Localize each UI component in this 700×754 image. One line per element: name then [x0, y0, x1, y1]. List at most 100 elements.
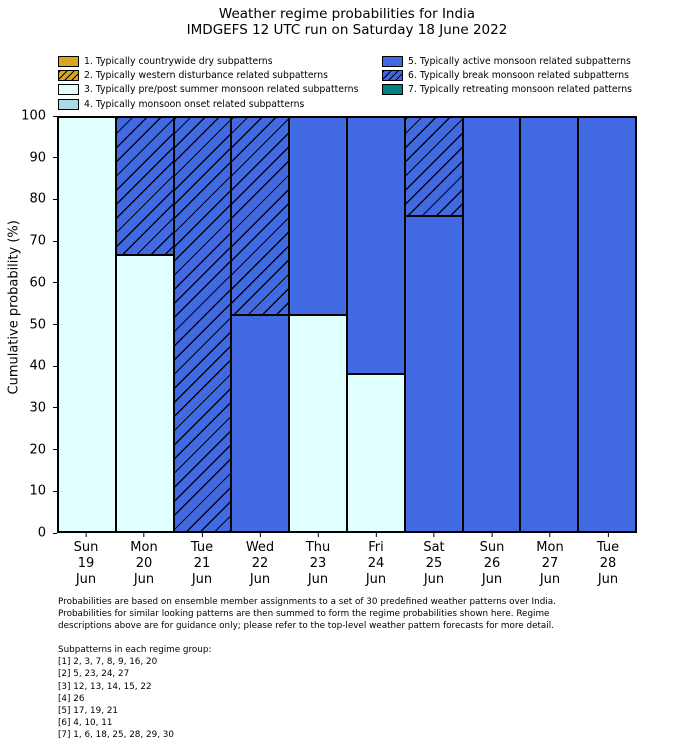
x-tick: Tue 28 Jun	[597, 533, 619, 588]
legend-swatch	[58, 98, 79, 110]
bar-segment-regime-5	[578, 117, 636, 532]
legend-item: 5. Typically active monsoon related subp…	[382, 54, 632, 68]
x-tick: Thu 23 Jun	[306, 533, 330, 588]
y-tick-label: 60	[29, 275, 46, 291]
x-tick: Fri 24 Jun	[366, 533, 386, 588]
legend-item: 3. Typically pre/post summer monsoon rel…	[58, 83, 358, 97]
x-axis-ticks: Sun 19 Jun Mon 20 Jun Tue 21 Jun Wed 22 Jun Thu 23 Jun…	[57, 533, 637, 593]
x-tick: Sat 25 Jun	[423, 533, 445, 588]
bar-segment-regime-5	[404, 215, 463, 532]
x-tick-label: Sun 26 Jun	[479, 540, 505, 587]
y-tick-mark	[53, 157, 57, 159]
legend-swatch	[382, 69, 403, 81]
bar-tue-21	[173, 117, 232, 532]
legend-column-right: 5. Typically active monsoon related subp…	[382, 54, 632, 97]
x-tick-mark	[549, 533, 551, 537]
y-tick-mark	[53, 407, 57, 409]
footnote-line: Probabilities are based on ensemble memb…	[58, 597, 556, 607]
legend-column-left: 1. Typically countrywide dry subpatterns…	[58, 54, 358, 111]
x-tick-label: Tue 21 Jun	[190, 540, 214, 587]
bar-sun-26	[462, 117, 521, 532]
x-tick-mark	[491, 533, 493, 537]
chart-title-line2: IMDGEFS 12 UTC run on Saturday 18 June 2…	[186, 22, 508, 38]
bar-segment-regime-5	[462, 117, 521, 532]
x-tick-label: Thu 23 Jun	[305, 540, 331, 587]
legend-label: 7. Typically retreating monsoon related …	[408, 84, 633, 96]
bar-tue-28	[578, 117, 636, 532]
legend-label: 2. Typically western disturbance related…	[84, 69, 328, 81]
footnote: Probabilities are based on ensemble memb…	[58, 596, 658, 632]
bar-sun-19	[58, 117, 116, 532]
y-tick-label: 0	[37, 525, 46, 541]
x-tick-label: Sun 19 Jun	[73, 540, 99, 587]
bar-segment-regime-3	[346, 373, 405, 532]
footnote-line: descriptions above are for guidance only…	[58, 621, 555, 631]
subpattern-group-line: [3] 12, 13, 14, 15, 22	[58, 681, 152, 692]
y-tick-label: 10	[29, 483, 46, 499]
y-tick-label: 30	[29, 400, 46, 416]
x-tick-mark	[375, 533, 377, 537]
footnote-line: Probabilities for similar looking patter…	[58, 609, 550, 619]
bar-segment-regime-3	[115, 255, 174, 532]
bar-mon-27	[520, 117, 579, 532]
y-tick-mark	[53, 365, 57, 367]
bar-segment-regime-6	[231, 117, 290, 315]
x-tick-label: Mon 20 Jun	[130, 540, 158, 587]
chart-title-line1: Weather regime probabilities for India	[218, 6, 476, 22]
y-tick-mark	[53, 324, 57, 325]
bar-segment-regime-6	[173, 117, 232, 532]
bar-segment-regime-6	[115, 117, 174, 256]
bar-sat-25	[404, 117, 463, 532]
y-tick-mark	[53, 532, 57, 534]
x-tick-mark	[259, 533, 261, 537]
y-tick-mark	[53, 240, 57, 242]
legend-swatch	[58, 55, 79, 67]
bar-thu-23	[289, 117, 347, 532]
subpatterns-block: Subpatterns in each regime group: [1] 2,…	[58, 644, 458, 742]
subpattern-group-line: [5] 17, 19, 21	[58, 706, 119, 717]
legend-item: 7. Typically retreating monsoon related …	[382, 83, 632, 97]
bar-segment-regime-5	[520, 117, 579, 532]
x-tick-label: Wed 22 Jun	[245, 540, 275, 587]
y-tick-mark	[53, 449, 57, 451]
x-tick-mark	[85, 533, 87, 537]
legend-item: 6. Typically break monsoon related subpa…	[382, 68, 632, 82]
chart-title: Weather regime probabilities for India I…	[57, 6, 637, 38]
legend-label: 4. Typically monsoon onset related subpa…	[84, 98, 305, 110]
bar-segment-regime-5	[231, 314, 290, 532]
bar-wed-22	[231, 117, 290, 532]
y-tick-label: 40	[29, 358, 46, 374]
y-axis-ticks: 0 10 20 30 40 50 60 70 80 90 100	[0, 109, 57, 541]
legend-label: 5. Typically active monsoon related subp…	[408, 55, 631, 67]
legend-item: 4. Typically monsoon onset related subpa…	[58, 97, 358, 111]
subpatterns-list: [1] 2, 3, 7, 8, 9, 16, 20 [2] 5, 23, 24, …	[58, 656, 458, 741]
bar-segment-regime-5	[289, 117, 347, 315]
x-tick-mark	[317, 533, 319, 537]
y-tick-label: 80	[29, 191, 46, 207]
plot-area	[57, 116, 637, 533]
y-tick-mark	[53, 198, 57, 200]
y-tick-label: 50	[29, 317, 46, 332]
bar-segment-regime-3	[58, 117, 116, 532]
y-tick-mark	[53, 115, 57, 117]
x-tick: Sun 19 Jun	[73, 533, 99, 588]
bar-segment-regime-5	[346, 117, 405, 374]
subpattern-group-line: [4] 26	[58, 693, 85, 704]
bar-mon-20	[115, 117, 174, 532]
legend-label: 3. Typically pre/post summer monsoon rel…	[84, 84, 359, 96]
x-tick: Sun 26 Jun	[479, 533, 505, 588]
y-tick-label: 100	[21, 108, 46, 124]
bar-segment-regime-3	[289, 314, 347, 532]
x-tick-label: Mon 27 Jun	[536, 540, 564, 587]
x-tick: Mon 20 Jun	[130, 533, 158, 588]
x-tick: Mon 27 Jun	[536, 533, 564, 588]
legend-item: 2. Typically western disturbance related…	[58, 68, 358, 82]
legend-swatch	[382, 84, 403, 96]
subpattern-group-line: [7] 1, 6, 18, 25, 28, 29, 30	[58, 730, 174, 741]
x-tick-label: Sat 25 Jun	[423, 540, 445, 587]
legend-item: 1. Typically countrywide dry subpatterns	[58, 54, 358, 68]
bar-segment-regime-6	[404, 117, 463, 216]
bars	[58, 117, 636, 532]
x-tick: Tue 21 Jun	[191, 533, 213, 588]
